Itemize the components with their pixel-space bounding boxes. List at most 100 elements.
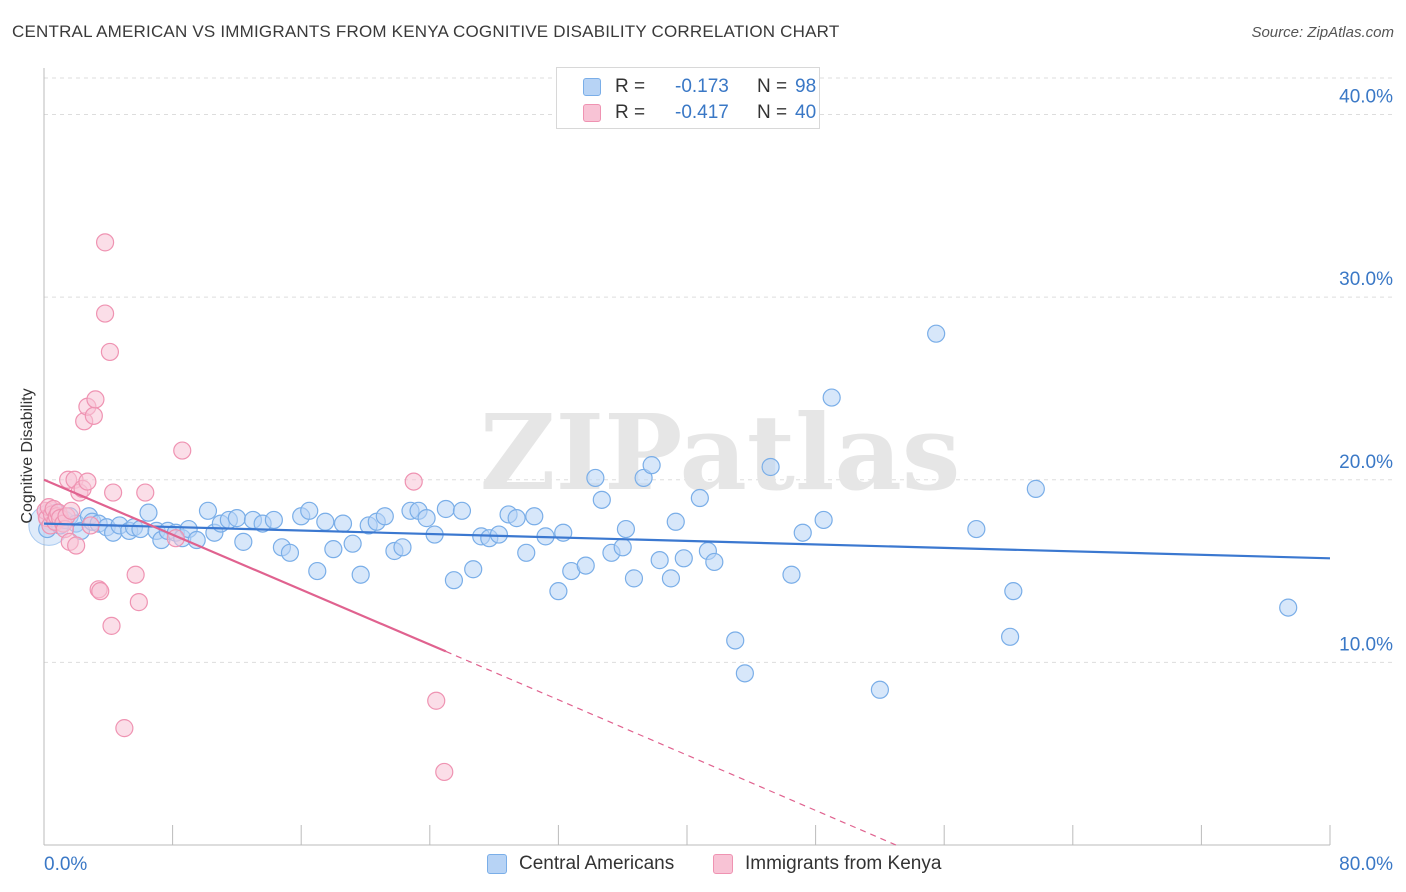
legend-n-value: 98: [795, 76, 817, 97]
y-tick-label: 40.0%: [1339, 87, 1393, 108]
point-kenya: [84, 406, 103, 425]
x-tick-label-right: 80.0%: [1339, 854, 1393, 875]
point-central-americans: [705, 552, 724, 572]
point-central-americans: [634, 468, 653, 488]
point-central-americans: [139, 503, 158, 522]
point-central-americans: [227, 509, 246, 528]
point-kenya: [427, 691, 446, 710]
point-central-americans: [393, 538, 412, 557]
bottom-legend-swatch-pink: [713, 854, 733, 874]
point-central-americans: [793, 523, 812, 542]
grid-layer: [44, 77, 1392, 663]
point-central-americans: [308, 561, 327, 581]
point-kenya: [115, 719, 134, 738]
point-central-americans: [549, 582, 568, 601]
point-kenya: [173, 441, 192, 460]
trend-layer: [43, 478, 1331, 846]
legend-r-label: R =: [615, 76, 646, 97]
axis-layer: [43, 68, 1331, 846]
point-central-americans: [444, 571, 464, 590]
point-kenya: [136, 483, 155, 502]
point-central-americans: [198, 501, 218, 520]
x-tick-label-left: 0.0%: [44, 854, 87, 875]
point-central-americans: [464, 560, 483, 579]
point-central-americans: [616, 519, 636, 539]
trend-line-kenya-extension: [445, 650, 897, 846]
point-central-americans: [726, 631, 745, 650]
trend-line-central-americans: [43, 522, 1331, 560]
point-central-americans: [1026, 479, 1045, 498]
point-central-americans: [507, 509, 526, 528]
point-kenya: [126, 565, 145, 584]
y-axis-title: Cognitive Disability: [19, 388, 36, 524]
point-central-americans: [343, 534, 362, 553]
point-central-americans: [927, 324, 946, 343]
point-central-americans: [333, 514, 353, 533]
point-central-americans: [234, 532, 253, 551]
tick-label-layer: 10.0% 20.0% 30.0% 40.0% 0.0% 80.0%: [44, 87, 1393, 875]
point-central-americans: [592, 490, 611, 509]
trend-line-kenya: [43, 478, 447, 653]
point-kenya: [95, 304, 115, 323]
point-kenya: [62, 501, 81, 520]
point-central-americans: [735, 664, 754, 683]
point-central-americans: [690, 488, 709, 508]
point-central-americans: [967, 519, 986, 539]
point-central-americans: [517, 543, 536, 562]
watermark: ZIPatlas: [480, 391, 961, 514]
bottom-legend-swatch-blue: [487, 854, 507, 874]
point-kenya: [435, 762, 454, 782]
point-kenya: [67, 536, 86, 555]
point-kenya: [102, 616, 121, 635]
points-layer: [28, 233, 1298, 782]
point-central-americans: [782, 565, 801, 584]
point-central-americans: [280, 543, 300, 562]
point-kenya: [78, 472, 97, 491]
legend-r-value: -0.417: [675, 102, 729, 123]
point-central-americans: [586, 468, 605, 488]
point-central-americans: [761, 457, 780, 477]
chart-title: CENTRAL AMERICAN VS IMMIGRANTS FROM KENY…: [12, 22, 840, 41]
source-note: Source: ZipAtlas.com: [1251, 24, 1394, 41]
point-kenya: [91, 582, 110, 601]
point-central-americans: [351, 565, 370, 584]
point-central-americans: [436, 499, 455, 519]
legend-swatch-blue: [583, 78, 601, 96]
legend-n-label: N =: [757, 102, 788, 123]
y-tick-label: 30.0%: [1339, 269, 1393, 290]
point-kenya: [100, 342, 120, 362]
point-central-americans: [324, 540, 343, 559]
point-central-americans: [650, 551, 669, 570]
point-kenya: [104, 483, 123, 502]
point-central-americans: [674, 549, 693, 568]
point-central-americans: [642, 456, 661, 475]
point-central-americans: [1004, 582, 1023, 601]
legend-r-label: R =: [615, 102, 646, 123]
bottom-legend-label: Central Americans: [519, 853, 675, 874]
point-central-americans: [661, 569, 681, 588]
point-central-americans: [452, 501, 472, 520]
y-tick-label: 20.0%: [1339, 452, 1393, 473]
point-central-americans: [814, 510, 833, 530]
point-central-americans: [316, 512, 335, 531]
point-central-americans: [624, 569, 644, 588]
legend-n-value: 40: [795, 102, 817, 123]
point-kenya: [129, 593, 148, 612]
legend-swatch-pink: [583, 104, 601, 122]
point-central-americans: [489, 525, 509, 544]
point-central-americans: [870, 680, 890, 699]
point-central-americans: [417, 509, 436, 528]
y-tick-label: 10.0%: [1339, 634, 1393, 655]
point-central-americans: [375, 507, 394, 526]
point-central-americans: [264, 510, 283, 530]
point-central-americans: [300, 501, 319, 520]
legend-r-value: -0.173: [675, 76, 729, 97]
point-central-americans: [1001, 627, 1020, 646]
point-kenya: [404, 472, 423, 491]
point-central-americans: [576, 556, 595, 575]
correlation-legend: R = -0.173 N = 98 R = -0.417 N = 40: [556, 67, 820, 129]
point-kenya: [86, 390, 105, 409]
point-central-americans: [613, 538, 632, 557]
point-kenya: [95, 233, 115, 252]
